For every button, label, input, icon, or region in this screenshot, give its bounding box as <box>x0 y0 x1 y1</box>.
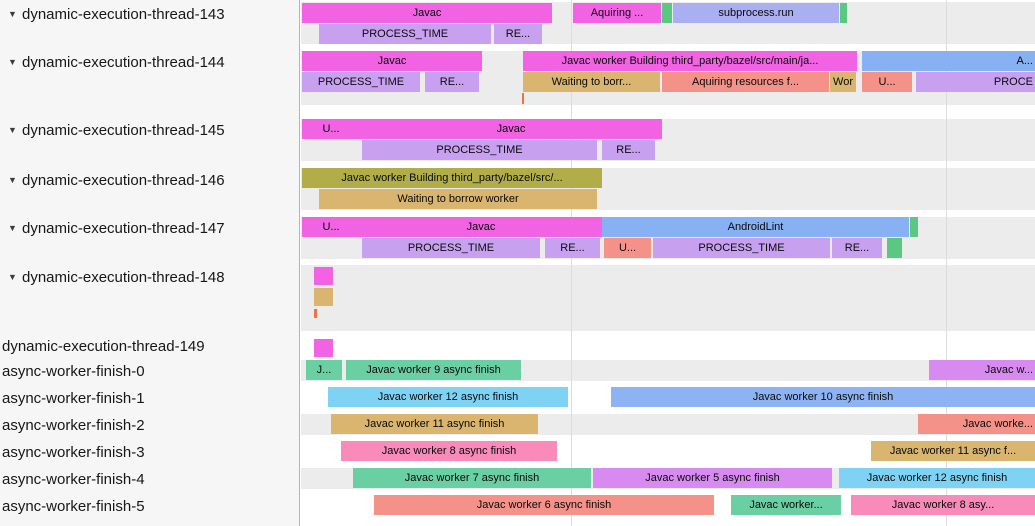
span-re[interactable]: RE... <box>425 72 479 92</box>
span-androidlint[interactable]: AndroidLint <box>602 217 909 237</box>
span-javac-worker-8-asy[interactable]: Javac worker 8 asy... <box>851 495 1035 515</box>
span-javac-worker-12-async-finish[interactable]: Javac worker 12 async finish <box>839 468 1035 488</box>
span-javac-w[interactable]: Javac w... <box>929 360 1035 380</box>
instant-marker[interactable] <box>522 93 524 104</box>
span-u[interactable]: U... <box>302 217 360 237</box>
span-javac[interactable]: Javac <box>302 51 482 71</box>
span-re[interactable]: RE... <box>832 238 882 258</box>
span-javac-worker-building-third-party-bazel-src-main-ja[interactable]: Javac worker Building third_party/bazel/… <box>523 51 857 71</box>
green-segment[interactable] <box>887 238 902 258</box>
track-row-async-worker-finish-3[interactable]: async-worker-finish-3 <box>0 442 299 462</box>
span-javac-worker-10-async-finish[interactable]: Javac worker 10 async finish <box>611 387 1035 407</box>
span-u[interactable]: U... <box>302 119 360 139</box>
short-span[interactable] <box>314 267 333 285</box>
span-waiting-to-borr[interactable]: Waiting to borr... <box>523 72 660 92</box>
span-javac-worker-building-third-party-bazel-src[interactable]: Javac worker Building third_party/bazel/… <box>302 168 602 188</box>
span-javac-worker-8-async-finish[interactable]: Javac worker 8 async finish <box>341 441 557 461</box>
span-javac-worker-7-async-finish[interactable]: Javac worker 7 async finish <box>353 468 591 488</box>
span-aquiring[interactable]: Aquiring ... <box>573 3 661 23</box>
short-span[interactable] <box>314 288 333 306</box>
track-name-label: dynamic-execution-thread-145 <box>22 121 225 139</box>
track-sidebar: ▼ dynamic-execution-thread-143 ▼ dynamic-ex… <box>0 0 300 526</box>
span-javac-worker-11-async-f[interactable]: Javac worker 11 async f... <box>871 441 1035 461</box>
track-name-label: async-worker-finish-1 <box>2 389 145 407</box>
track-row-async-worker-finish-1[interactable]: async-worker-finish-1 <box>0 388 299 408</box>
track-name-label: async-worker-finish-4 <box>2 470 145 488</box>
gridline <box>571 0 572 526</box>
span-u[interactable]: U... <box>604 238 651 258</box>
instant-marker[interactable] <box>314 309 317 318</box>
span-re[interactable]: RE... <box>494 24 542 44</box>
span-process-time[interactable]: PROCESS_TIME <box>362 238 540 258</box>
track-name-label: dynamic-execution-thread-143 <box>22 5 225 23</box>
track-name-label: async-worker-finish-5 <box>2 497 145 515</box>
collapse-arrow-icon[interactable]: ▼ <box>8 9 17 19</box>
span-process-time[interactable]: PROCESS_TIME <box>362 140 597 160</box>
span-wor[interactable]: Wor <box>830 72 856 92</box>
span-a[interactable]: A... <box>862 51 1035 71</box>
green-segment[interactable] <box>662 3 672 23</box>
span-subprocess-run[interactable]: subprocess.run <box>673 3 839 23</box>
span-process-time[interactable]: PROCESS_TIME <box>319 24 491 44</box>
span-javac[interactable]: Javac <box>302 3 552 23</box>
span-process-time[interactable]: PROCESS_TIME <box>302 72 420 92</box>
track-name-label: async-worker-finish-0 <box>2 362 145 380</box>
track-name-label: async-worker-finish-3 <box>2 443 145 461</box>
collapse-arrow-icon[interactable]: ▼ <box>8 125 17 135</box>
track-row-dynamic-execution-thread-144[interactable]: ▼ dynamic-execution-thread-144 <box>0 52 299 72</box>
track-name-label: async-worker-finish-2 <box>2 416 145 434</box>
collapse-arrow-icon[interactable]: ▼ <box>8 175 17 185</box>
track-row-dynamic-execution-thread-148[interactable]: ▼ dynamic-execution-thread-148 <box>0 267 299 287</box>
track-row-dynamic-execution-thread-145[interactable]: ▼ dynamic-execution-thread-145 <box>0 120 299 140</box>
span-javac-worker-11-async-finish[interactable]: Javac worker 11 async finish <box>331 414 538 434</box>
span-javac-worker-9-async-finish[interactable]: Javac worker 9 async finish <box>346 360 521 380</box>
track-row-dynamic-execution-thread-146[interactable]: ▼ dynamic-execution-thread-146 <box>0 170 299 190</box>
span-javac-worke[interactable]: Javac worke... <box>918 414 1035 434</box>
track-band-dynamic-execution-thread-148 <box>301 265 1035 331</box>
gridline <box>946 0 947 526</box>
track-row-dynamic-execution-thread-143[interactable]: ▼ dynamic-execution-thread-143 <box>0 4 299 24</box>
collapse-arrow-icon[interactable]: ▼ <box>8 223 17 233</box>
collapse-arrow-icon[interactable]: ▼ <box>8 57 17 67</box>
timeline-canvas[interactable]: Javac Aquiring ... subprocess.run PROCESS_T… <box>301 0 1035 526</box>
track-row-async-worker-finish-2[interactable]: async-worker-finish-2 <box>0 415 299 435</box>
green-segment[interactable] <box>840 3 847 23</box>
span-re[interactable]: RE... <box>545 238 600 258</box>
track-row-async-worker-finish-5[interactable]: async-worker-finish-5 <box>0 496 299 516</box>
span-javac[interactable]: Javac <box>360 217 602 237</box>
span-proce[interactable]: PROCE <box>916 72 1035 92</box>
track-row-async-worker-finish-4[interactable]: async-worker-finish-4 <box>0 469 299 489</box>
span-javac-worker-6-async-finish[interactable]: Javac worker 6 async finish <box>374 495 714 515</box>
track-name-label: dynamic-execution-thread-148 <box>22 268 225 286</box>
span-waiting-to-borrow-worker[interactable]: Waiting to borrow worker <box>319 189 597 209</box>
span-process-time[interactable]: PROCESS_TIME <box>653 238 830 258</box>
track-row-dynamic-execution-thread-149[interactable]: dynamic-execution-thread-149 <box>0 336 299 356</box>
span-javac-worker-5-async-finish[interactable]: Javac worker 5 async finish <box>593 468 832 488</box>
track-name-label: dynamic-execution-thread-146 <box>22 171 225 189</box>
track-name-label: dynamic-execution-thread-147 <box>22 219 225 237</box>
collapse-arrow-icon[interactable]: ▼ <box>8 272 17 282</box>
short-span[interactable] <box>314 339 333 357</box>
span-aquiring-resources-f[interactable]: Aquiring resources f... <box>662 72 829 92</box>
span-javac-worker[interactable]: Javac worker... <box>731 495 841 515</box>
track-name-label: dynamic-execution-thread-149 <box>2 337 205 355</box>
span-u[interactable]: U... <box>862 72 912 92</box>
span-j[interactable]: J... <box>306 360 342 380</box>
track-row-dynamic-execution-thread-147[interactable]: ▼ dynamic-execution-thread-147 <box>0 218 299 238</box>
track-name-label: dynamic-execution-thread-144 <box>22 53 225 71</box>
span-javac-worker-12-async-finish[interactable]: Javac worker 12 async finish <box>328 387 568 407</box>
span-javac[interactable]: Javac <box>360 119 662 139</box>
span-re[interactable]: RE... <box>602 140 655 160</box>
green-segment[interactable] <box>910 217 918 237</box>
track-row-async-worker-finish-0[interactable]: async-worker-finish-0 <box>0 361 299 381</box>
